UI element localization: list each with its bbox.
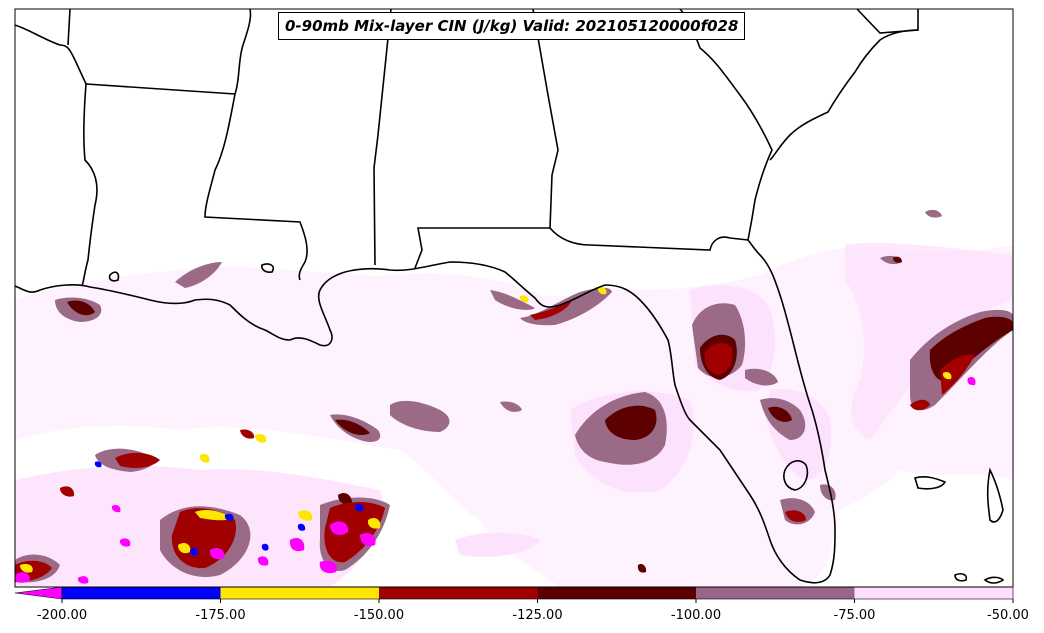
coastlines-and-borders [14, 8, 1005, 584]
colorbar-bin-2 [220, 587, 379, 599]
colorbar [14, 586, 1014, 603]
colorbar-tick-label: -50.00 [987, 608, 1029, 623]
colorbar-tick-label: -200.00 [36, 608, 88, 623]
colorbar-tick-label: -100.00 [670, 608, 722, 623]
colorbar-bin-4 [537, 587, 696, 599]
map-title: 0-90mb Mix-layer CIN (J/kg) Valid: 20210… [278, 12, 746, 40]
cin-magenta-shading [15, 376, 976, 584]
colorbar-tick-label: -150.00 [353, 608, 405, 623]
cin-blue-shading [94, 461, 364, 556]
cin-yellow-shading [20, 286, 952, 573]
colorbar-bin-3 [379, 587, 538, 599]
colorbar-bin-5 [696, 587, 855, 599]
colorbar-tick-label: -75.00 [833, 608, 876, 623]
map-frame [14, 8, 1014, 588]
colorbar-under-triangle [14, 586, 63, 600]
colorbar-bin-6 [854, 587, 1013, 599]
colorbar-bin-1 [62, 587, 221, 599]
colorbar-tick-label: -125.00 [512, 608, 563, 623]
colorbar-tick-label: -175.00 [195, 608, 246, 623]
